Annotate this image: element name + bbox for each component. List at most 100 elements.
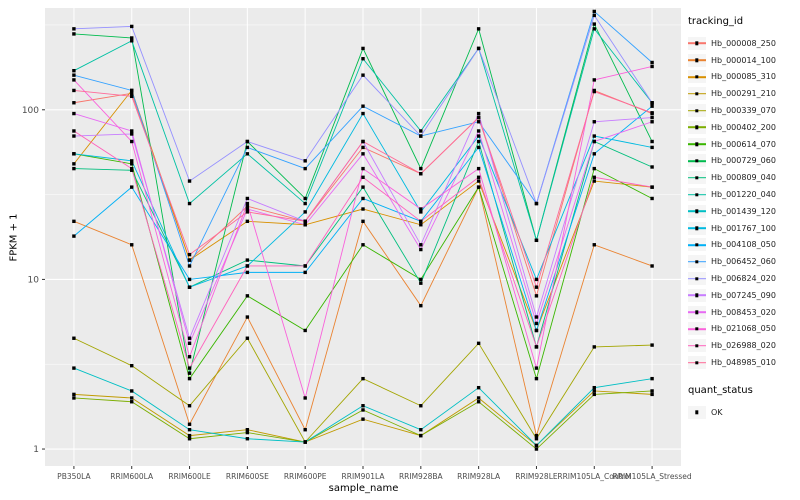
data-point	[650, 392, 654, 397]
legend-label: Hb_007245_090	[711, 290, 776, 300]
quant-key-icon	[688, 405, 706, 419]
data-point	[592, 139, 596, 144]
data-point	[361, 175, 365, 179]
quant-legend-title: quant_status	[688, 384, 753, 396]
data-point	[130, 162, 134, 166]
legend-item-Hb_000729_060: Hb_000729_060	[688, 153, 798, 170]
data-point	[419, 303, 423, 308]
data-point	[650, 101, 654, 105]
data-point	[245, 210, 250, 214]
point-marker-icon	[695, 108, 699, 113]
legend-key-icon	[688, 188, 706, 202]
point-marker-icon	[695, 226, 699, 230]
legend-label: Hb_006824_020	[711, 274, 776, 284]
data-point	[592, 120, 596, 124]
data-point	[72, 234, 76, 238]
data-point	[419, 219, 423, 224]
data-point	[72, 101, 76, 105]
legend-item-Hb_001439_120: Hb_001439_120	[688, 203, 798, 220]
data-point	[650, 376, 654, 381]
data-point	[72, 78, 76, 82]
legend-label: Hb_000729_060	[711, 156, 776, 166]
legend-key-icon	[688, 204, 706, 218]
legend-label: Hb_001767_100	[711, 223, 776, 233]
data-point	[130, 363, 134, 368]
legend-label: Hb_006452_060	[711, 257, 776, 267]
data-point	[245, 204, 250, 208]
data-point	[245, 270, 250, 275]
data-point	[361, 166, 365, 171]
legend-item-Hb_048985_010: Hb_048985_010	[688, 354, 798, 371]
data-point	[303, 264, 307, 268]
point-marker-icon	[695, 176, 699, 180]
data-point	[187, 433, 192, 438]
data-point	[592, 22, 596, 26]
data-point	[187, 341, 192, 346]
x-tick-label: RRIM600SE	[226, 472, 269, 481]
data-point	[476, 175, 481, 179]
data-point	[592, 243, 596, 247]
data-point	[419, 433, 423, 438]
legend-key-icon	[688, 70, 706, 84]
legend-items: Hb_000008_250 Hb_000014_100 Hb_000085_310 H…	[688, 35, 798, 371]
data-point	[187, 258, 192, 262]
legend-key-icon	[688, 322, 706, 336]
data-point	[476, 400, 481, 404]
quant-legend-item: OK	[688, 404, 798, 421]
data-point	[592, 385, 596, 390]
point-marker-icon	[695, 410, 699, 415]
point-marker-icon	[695, 192, 699, 197]
data-point	[534, 277, 539, 282]
data-point	[534, 376, 539, 381]
legend-item-Hb_021068_050: Hb_021068_050	[688, 321, 798, 338]
data-point	[534, 433, 539, 438]
x-tick-label: RRIM928LE	[515, 472, 558, 481]
data-point	[72, 392, 76, 397]
legend-item-Hb_000809_040: Hb_000809_040	[688, 169, 798, 186]
data-point	[361, 73, 365, 77]
data-point	[130, 94, 134, 99]
data-point	[187, 201, 192, 206]
data-point	[361, 376, 365, 381]
data-point	[130, 166, 134, 171]
legend-item-Hb_000085_310: Hb_000085_310	[688, 69, 798, 86]
legend-key-icon	[688, 288, 706, 302]
data-point	[419, 210, 423, 214]
data-point	[130, 396, 134, 400]
point-marker-icon	[695, 41, 699, 46]
data-point	[592, 166, 596, 171]
legend-item-Hb_001220_040: Hb_001220_040	[688, 186, 798, 203]
data-point	[187, 285, 192, 289]
data-point	[476, 396, 481, 400]
data-point	[130, 36, 134, 40]
point-marker-icon	[695, 243, 699, 247]
data-point	[303, 428, 307, 432]
data-point	[130, 185, 134, 189]
y-axis-title: FPKM + 1	[8, 213, 20, 262]
legend-item-Hb_006824_020: Hb_006824_020	[688, 270, 798, 287]
legend-key-icon	[688, 272, 706, 286]
x-tick-label: RRIM928LA	[457, 472, 501, 481]
legend-title: tracking_id	[688, 16, 744, 27]
legend-item-Hb_000614_070: Hb_000614_070	[688, 136, 798, 153]
data-point	[245, 258, 250, 262]
data-point	[650, 115, 654, 120]
data-point	[245, 196, 250, 201]
legend-item-Hb_000339_070: Hb_000339_070	[688, 102, 798, 119]
data-point	[476, 134, 481, 138]
data-point	[650, 60, 654, 65]
data-point	[245, 139, 250, 144]
data-point	[361, 185, 365, 189]
data-point	[476, 46, 481, 51]
data-point	[650, 196, 654, 201]
data-point	[187, 355, 192, 359]
data-point	[534, 315, 539, 319]
data-point	[650, 104, 654, 108]
data-point	[187, 264, 192, 268]
x-tick-label: RRIM600LE	[168, 472, 211, 481]
data-point	[130, 389, 134, 393]
point-marker-icon	[695, 75, 699, 79]
point-marker-icon	[695, 344, 699, 348]
data-point	[476, 139, 481, 144]
